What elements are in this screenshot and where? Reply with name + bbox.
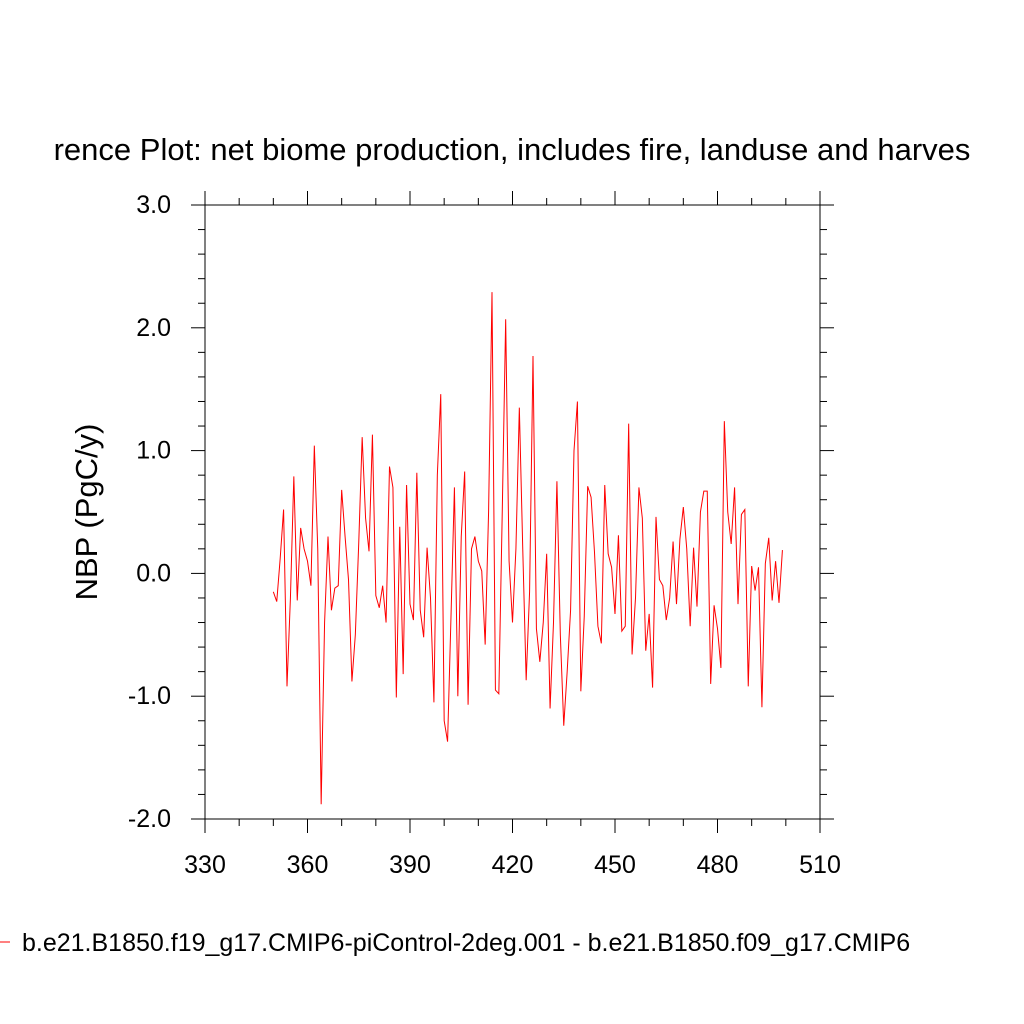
x-tick-label: 510 [799, 851, 841, 879]
legend: b.e21.B1850.f19_g17.CMIP6-piControl-2deg… [0, 929, 910, 957]
y-tick-label: 3.0 [136, 191, 171, 219]
x-tick-label: 330 [184, 851, 226, 879]
legend-label: b.e21.B1850.f19_g17.CMIP6-piControl-2deg… [22, 929, 910, 957]
x-tick-label: 450 [594, 851, 636, 879]
y-tick-label: -2.0 [128, 805, 171, 833]
y-axis-label: NBP (PgC/y) [69, 424, 104, 601]
series-line [272, 292, 783, 805]
series-layer [272, 292, 783, 805]
y-tick-label: -1.0 [128, 682, 171, 710]
x-tick-label: 480 [697, 851, 739, 879]
plot-axes: -2.0 -1.0 0.0 1.0 2.0 3.0 330 360 390 420 450 480 51… [128, 191, 841, 879]
x-tick-label: 390 [389, 851, 431, 879]
y-tick-label: 2.0 [136, 314, 171, 342]
x-tick-label: 420 [492, 851, 534, 879]
y-tick-label: 0.0 [136, 559, 171, 587]
x-tick-label: 360 [287, 851, 329, 879]
chart-title: rence Plot: net biome production, includ… [54, 132, 971, 167]
y-tick-label: 1.0 [136, 437, 171, 465]
